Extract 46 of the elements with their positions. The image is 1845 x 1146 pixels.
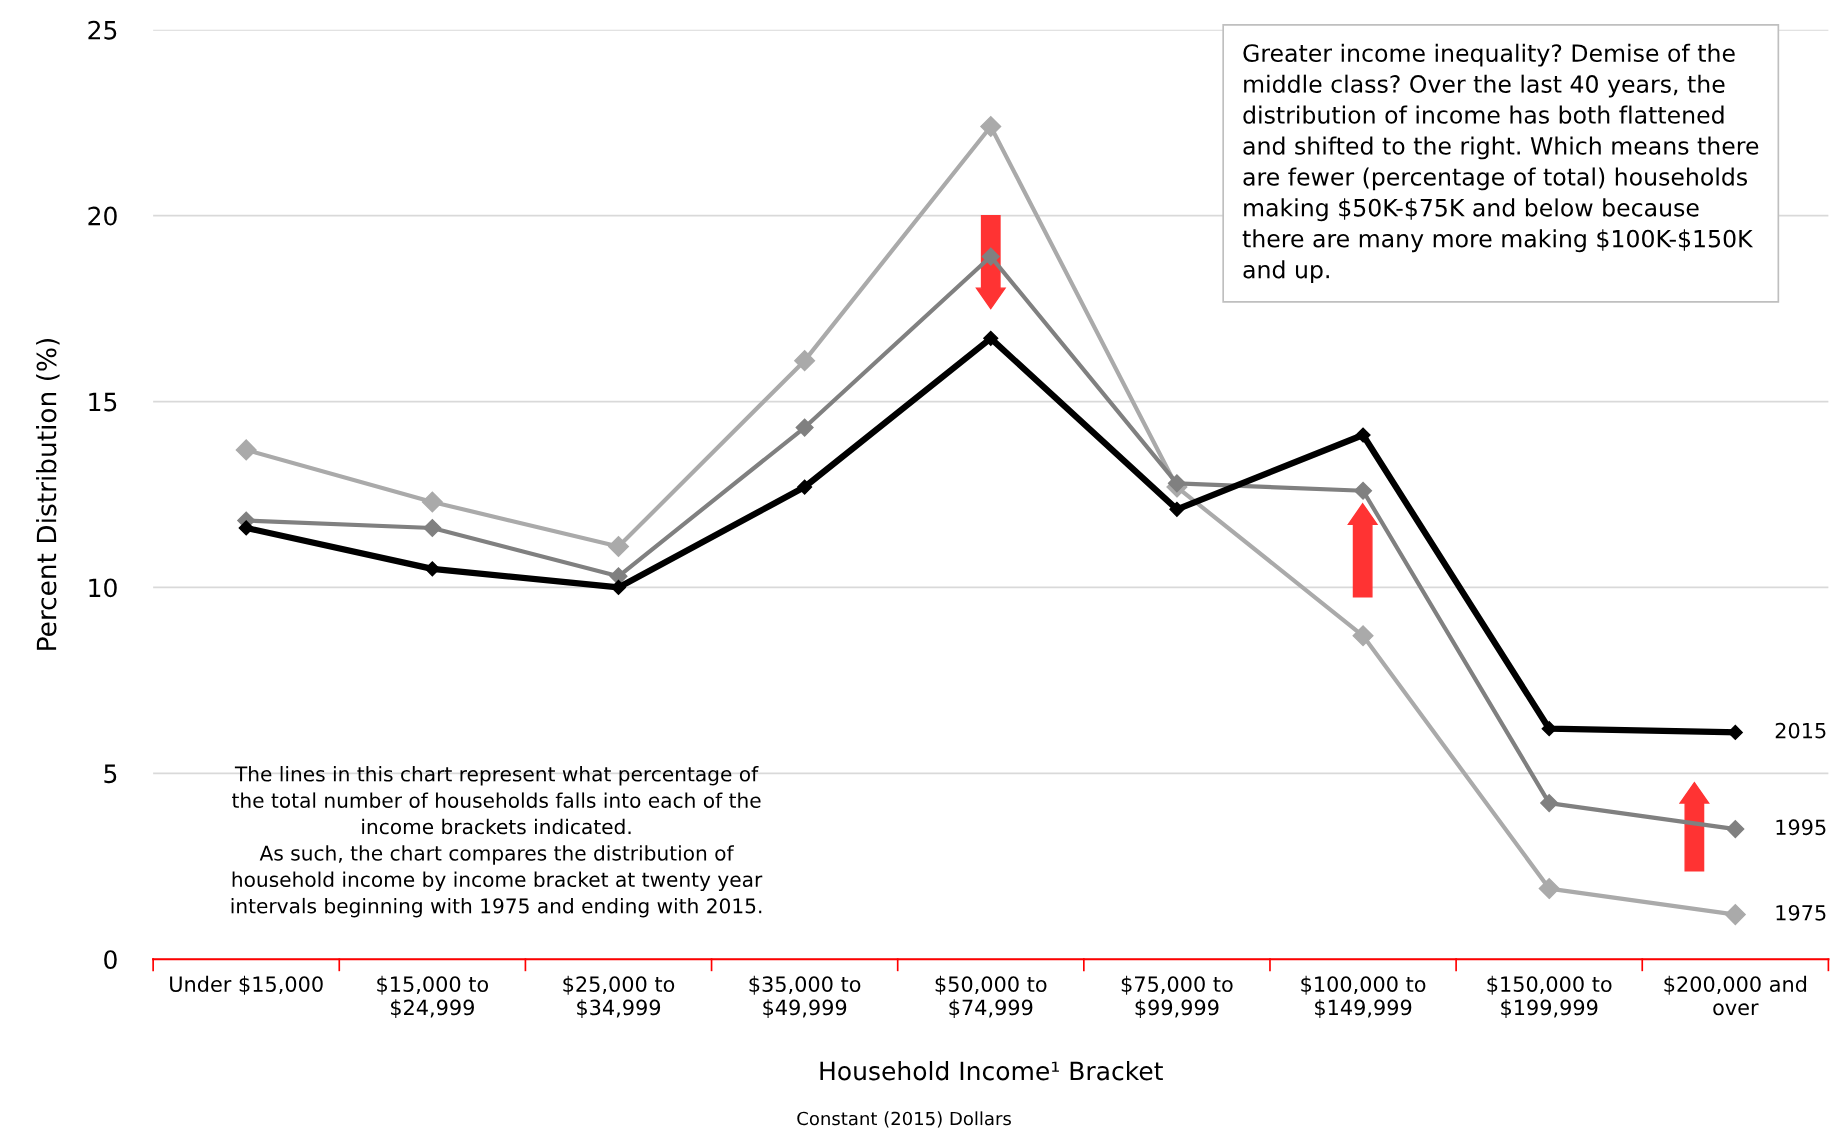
point [607,536,630,558]
y-tick-label: 5 [104,764,117,784]
point [983,330,999,346]
y-tick-label: 10 [89,578,117,598]
x-tick-label: Under $15,000 [170,975,323,995]
x-tick-label: $100,000 to $149,999 [1301,975,1426,1019]
x-tick-label: $15,000 to $24,999 [377,975,489,1019]
x-tick-label: $35,000 to $49,999 [749,975,861,1019]
point [1726,820,1745,839]
y-axis-title: Percent Distribution (%) [36,338,60,650]
x-axis-title: Household Income¹ Bracket [820,1061,1163,1081]
point [980,115,1002,137]
y-tick-label: 25 [88,20,117,40]
x-tick-label: $25,000 to $34,999 [563,975,675,1019]
annotation: The lines in this chart represent what percentage of the total number of households falls into each of the income brackets indicated. As such, the chart compares the distribution of household income by income bracket at twenty year intervals beginning with 1975 and ending with 2015. [231,766,763,918]
point [421,491,443,513]
point [1354,481,1373,500]
x-tick-label: $150,000 to $199,999 [1487,975,1612,1019]
point [610,579,627,596]
point [1352,625,1374,647]
series-label: 1995 [1776,819,1826,836]
point [1724,904,1746,926]
point [1541,721,1557,737]
x-tick-label: $75,000 to $99,999 [1121,975,1233,1019]
x-tick-label: $200,000 and over [1664,975,1807,1016]
point [1355,427,1371,443]
series-label: 2015 [1775,722,1826,739]
point [1540,794,1559,813]
point [1167,474,1186,493]
point [1538,878,1560,900]
point [1169,501,1185,517]
point [795,418,814,437]
x-tick-label: $50,000 to $74,999 [935,975,1047,1019]
y-tick-label: 20 [88,206,117,226]
series-label: 1975 [1776,904,1826,921]
annotation: Greater income inequality? Demise of the middle class? Over the last 40 years, the distribution of income has both flattened and shifted to the right. Which means there are fewer (percentage of total) households making $50K-$75K and below because there are many more making $100K-$150K and up. [1242,43,1759,284]
y-tick-label: 15 [89,392,117,412]
point [235,439,257,461]
point [423,518,442,537]
y-tick-label: 0 [104,950,117,970]
point [797,479,813,495]
point [981,247,1000,266]
point [238,520,254,536]
point [794,350,816,372]
text: Constant (2015) Dollars [797,1111,1011,1128]
point [424,561,440,577]
